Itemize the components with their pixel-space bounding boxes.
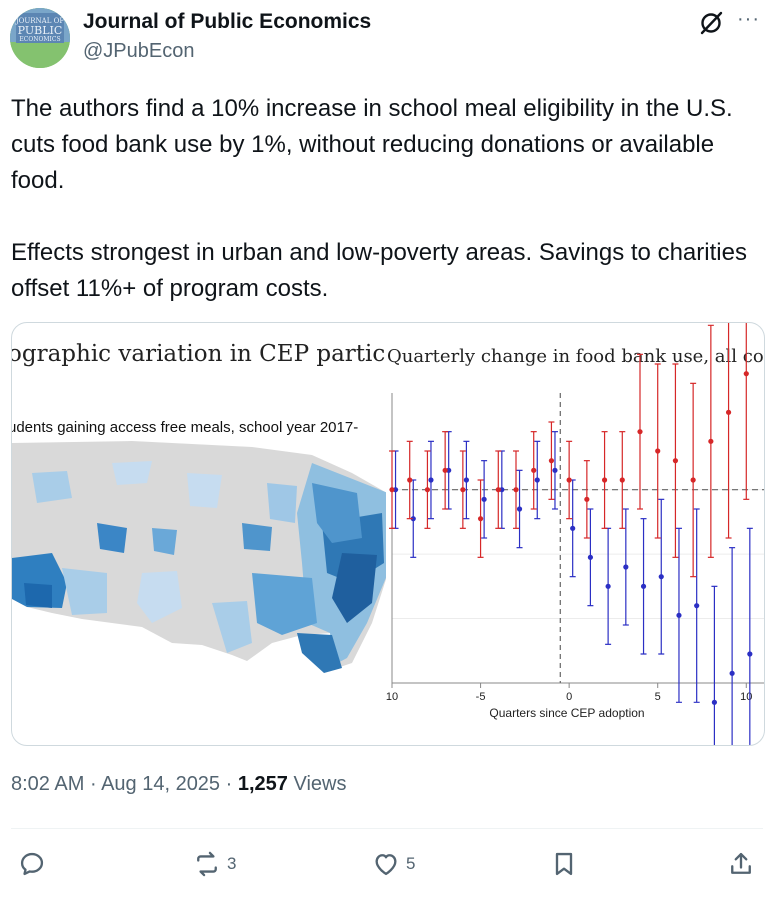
separator: ·: [220, 773, 238, 795]
svg-text:PUBLIC: PUBLIC: [18, 24, 63, 37]
more-options-icon[interactable]: ···: [737, 8, 760, 30]
red-point: [743, 371, 749, 377]
retweet-count: 3: [227, 854, 237, 873]
red-point: [655, 448, 661, 454]
share-button[interactable]: [727, 848, 755, 880]
share-icon: [731, 852, 751, 874]
tweet-time[interactable]: 8:02 AM: [11, 773, 85, 795]
tweet-media[interactable]: ographic variation in CEP partic udents …: [11, 322, 765, 746]
blue-point: [729, 670, 735, 676]
blue-point: [534, 477, 540, 483]
heart-icon: [375, 854, 397, 876]
x-tick-label: 0: [566, 691, 572, 703]
blue-point: [676, 612, 682, 618]
grok-icon[interactable]: [698, 10, 724, 36]
red-point: [460, 487, 466, 493]
views-label: Views: [287, 773, 347, 795]
map-title: ographic variation in CEP partic: [12, 341, 385, 367]
red-point: [495, 487, 501, 493]
tweet-text: The authors find a 10% increase in schoo…: [11, 91, 761, 307]
blue-point: [463, 477, 469, 483]
blue-point: [516, 506, 523, 512]
tweet-date[interactable]: Aug 14, 2025: [101, 773, 221, 795]
red-point: [690, 477, 696, 483]
red-point: [619, 477, 625, 483]
svg-text:ECONOMICS: ECONOMICS: [19, 36, 60, 43]
us-county-map: [12, 441, 388, 673]
map-subtitle: udents gaining access free meals, school…: [12, 419, 358, 436]
red-point: [531, 467, 537, 473]
views-count: 1,257: [237, 773, 288, 795]
red-point: [584, 496, 590, 502]
svg-text:JOURNAL OF: JOURNAL OF: [15, 17, 65, 25]
red-point: [672, 458, 679, 464]
blue-point: [658, 574, 664, 580]
blue-point: [570, 525, 576, 531]
media-image: ographic variation in CEP partic udents …: [12, 323, 764, 745]
red-point: [477, 516, 484, 522]
red-point: [513, 487, 519, 493]
red-point: [725, 409, 732, 415]
blue-point: [552, 467, 558, 473]
blue-point: [410, 516, 416, 522]
blue-point: [481, 496, 487, 502]
red-point: [389, 487, 395, 493]
avatar[interactable]: JOURNAL OF PUBLIC ECONOMICS: [10, 8, 70, 68]
blue-point: [640, 583, 647, 589]
blue-point: [605, 583, 611, 589]
journal-logo-icon: JOURNAL OF PUBLIC ECONOMICS: [10, 8, 70, 68]
tweet-paragraph: Effects strongest in urban and low-pover…: [11, 239, 747, 302]
author-name[interactable]: Journal of Public Economics: [83, 10, 372, 33]
x-tick-label: 5: [655, 691, 661, 703]
red-point: [407, 477, 413, 483]
blue-point: [428, 477, 434, 483]
reply-icon: [20, 852, 44, 876]
red-point: [637, 429, 643, 435]
divider: [11, 828, 763, 829]
x-tick-label: -5: [476, 691, 486, 703]
tweet-meta: 8:02 AM · Aug 14, 2025 · 1,257 Views: [11, 773, 346, 796]
red-point: [442, 467, 448, 473]
separator: ·: [84, 773, 102, 795]
bookmark-button[interactable]: [550, 848, 578, 880]
bookmark-icon: [555, 852, 573, 876]
author-handle[interactable]: @JPubEcon: [83, 40, 195, 62]
tweet-paragraph: The authors find a 10% increase in schoo…: [11, 95, 733, 194]
retweet-icon: [197, 851, 217, 877]
x-tick-label: 10: [386, 691, 398, 703]
retweet-button[interactable]: 3: [193, 848, 236, 880]
like-button[interactable]: 5: [372, 848, 415, 880]
like-count: 5: [406, 854, 416, 873]
red-point: [601, 477, 608, 483]
red-point: [566, 477, 572, 483]
red-point: [424, 487, 431, 493]
blue-point: [711, 699, 718, 705]
red-point: [708, 438, 714, 444]
blue-point: [587, 554, 594, 560]
x-tick-label: 10: [740, 691, 752, 703]
blue-point: [623, 564, 629, 570]
chart-title: Quarterly change in food bank use, all c…: [387, 346, 764, 367]
chart-plot: 10 -5 0 5 10: [386, 323, 764, 745]
x-axis-label: Quarters since CEP adoption: [489, 706, 644, 720]
blue-point: [694, 603, 700, 609]
blue-point: [747, 651, 753, 657]
reply-button[interactable]: [18, 848, 52, 880]
red-point: [548, 458, 555, 464]
